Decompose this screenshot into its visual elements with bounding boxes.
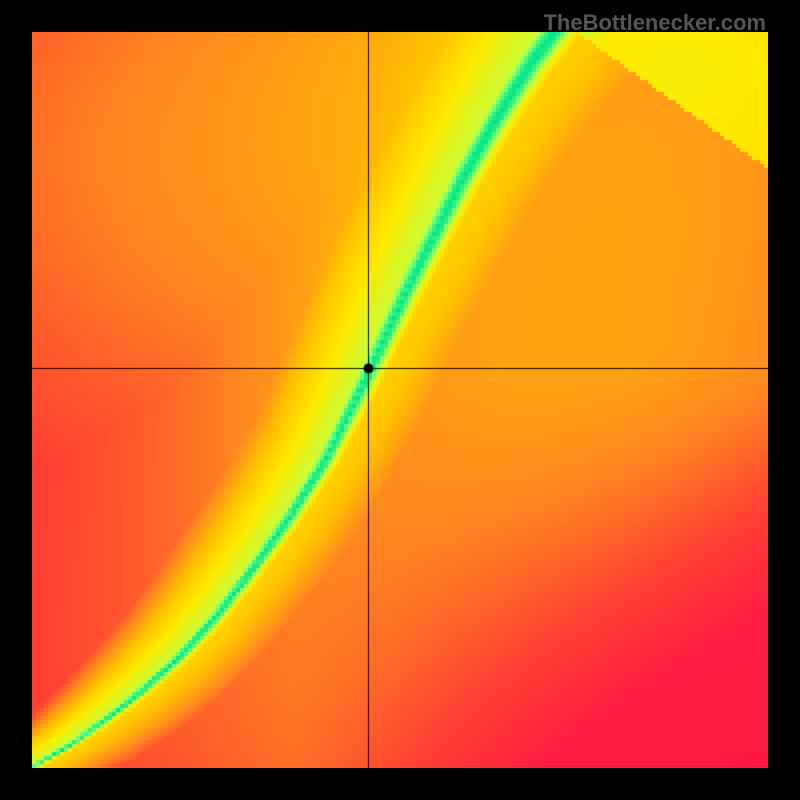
- watermark-text: TheBottlenecker.com: [543, 10, 766, 36]
- crosshair-overlay: [32, 32, 768, 768]
- chart-frame: { "watermark": { "text": "TheBottlenecke…: [0, 0, 800, 800]
